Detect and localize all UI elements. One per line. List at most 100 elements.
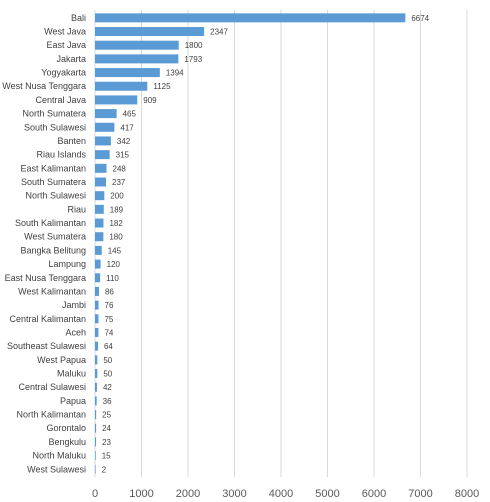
bars	[95, 13, 406, 474]
category-label: Riau	[67, 204, 86, 214]
value-label: 36	[103, 397, 112, 406]
value-label: 2	[102, 465, 107, 474]
value-label: 64	[104, 342, 113, 351]
category-label: West Papua	[37, 355, 86, 365]
value-label: 50	[103, 370, 112, 379]
x-tick-label: 6000	[362, 488, 386, 500]
category-label: Banten	[57, 136, 86, 146]
category-label: West Sulawesi	[27, 464, 86, 474]
bar	[95, 191, 105, 201]
x-tick-label: 8000	[455, 488, 479, 500]
value-label: 110	[106, 274, 119, 283]
x-tick-label: 4000	[269, 488, 293, 500]
category-label: Yogyakarta	[41, 68, 86, 78]
category-label: Central Sulawesi	[18, 382, 86, 392]
category-label: Papua	[60, 396, 86, 406]
bar	[95, 177, 107, 187]
bar	[95, 136, 111, 146]
bar	[95, 150, 110, 160]
bar	[95, 369, 98, 379]
value-label: 237	[112, 178, 126, 187]
value-label: 15	[102, 452, 111, 461]
bar	[95, 54, 179, 64]
bar	[95, 355, 98, 365]
bar	[95, 410, 97, 420]
category-label: Central Java	[35, 95, 86, 105]
category-label: South Kalimantan	[15, 218, 86, 228]
bar	[95, 382, 97, 392]
bar	[95, 273, 101, 283]
bar	[95, 109, 117, 119]
category-label: West Nusa Tenggara	[2, 81, 86, 91]
bar	[95, 122, 115, 132]
category-label: Bengkulu	[48, 437, 86, 447]
value-label: 182	[109, 219, 123, 228]
bar	[95, 68, 160, 78]
value-label: 909	[143, 96, 157, 105]
x-tick-label: 1000	[129, 488, 153, 500]
value-label: 25	[102, 411, 111, 420]
bar	[95, 314, 99, 324]
bar	[95, 259, 101, 269]
bar	[95, 327, 99, 337]
value-label: 76	[105, 301, 114, 310]
value-label: 417	[120, 123, 134, 132]
x-tick-label: 0	[92, 488, 98, 500]
category-label: West Sumatera	[24, 232, 86, 242]
bar	[95, 245, 102, 255]
bar	[95, 300, 99, 310]
value-label: 86	[105, 287, 114, 296]
x-axis-tick-labels: 0 1000 2000 3000 4000 5000 6000 7000 8000	[92, 488, 479, 500]
value-label: 145	[108, 246, 122, 255]
value-label: 75	[104, 315, 113, 324]
value-label: 2347	[210, 28, 228, 37]
bar	[95, 27, 205, 37]
bar	[95, 163, 107, 173]
bar	[95, 218, 104, 228]
category-labels: Bali West Java East Java Jakarta Yogyakarta W…	[2, 13, 86, 474]
category-label: Lampung	[48, 259, 86, 269]
value-label: 1793	[184, 55, 202, 64]
value-label: 24	[102, 424, 111, 433]
value-label: 200	[110, 192, 124, 201]
category-label: South Sumatera	[21, 177, 86, 187]
category-label: East Kalimantan	[20, 163, 86, 173]
value-label: 248	[113, 164, 127, 173]
bar	[95, 286, 99, 296]
bar	[95, 451, 96, 461]
category-label: Maluku	[57, 369, 86, 379]
x-tick-label: 3000	[222, 488, 246, 500]
bar	[95, 423, 97, 433]
x-tick-label: 5000	[315, 488, 339, 500]
category-label: South Sulawesi	[24, 122, 86, 132]
category-label: Bali	[71, 13, 86, 23]
category-label: Central Kalimantan	[9, 314, 86, 324]
category-label: North Maluku	[32, 451, 86, 461]
category-label: Jakarta	[56, 54, 86, 64]
category-label: West Kalimantan	[18, 286, 86, 296]
value-label: 42	[103, 383, 112, 392]
value-label: 1125	[153, 82, 171, 91]
bar	[95, 204, 104, 214]
bar	[95, 81, 148, 91]
x-tick-label: 7000	[408, 488, 432, 500]
value-label: 315	[116, 151, 130, 160]
value-label: 50	[103, 356, 112, 365]
x-tick-label: 2000	[176, 488, 200, 500]
category-label: East Nusa Tenggara	[5, 273, 86, 283]
category-label: Southeast Sulawesi	[7, 341, 86, 351]
bar	[95, 95, 138, 105]
category-label: Riau Islands	[36, 150, 86, 160]
bar	[95, 13, 406, 23]
value-label: 6674	[411, 14, 429, 23]
bar	[95, 437, 97, 447]
category-label: North Sumatera	[22, 109, 86, 119]
value-label: 1800	[185, 41, 203, 50]
category-label: North Kalimantan	[16, 410, 86, 420]
bar	[95, 341, 98, 351]
category-label: Gorontalo	[46, 423, 86, 433]
value-label: 74	[104, 328, 113, 337]
value-label: 120	[107, 260, 121, 269]
